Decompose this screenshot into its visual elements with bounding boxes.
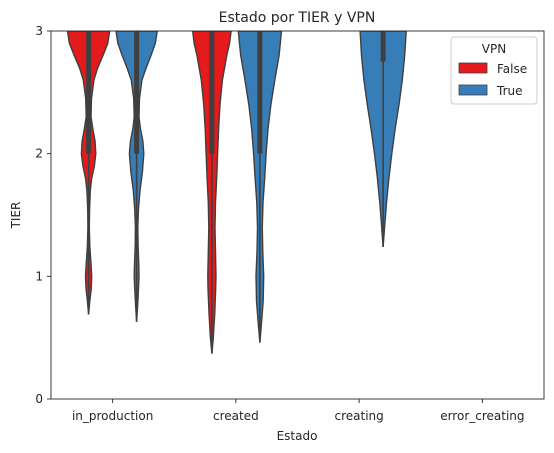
y-tick-label: 1 — [35, 269, 43, 283]
legend-label-false: False — [497, 62, 527, 76]
legend: VPN False True — [450, 36, 538, 105]
x-axis: in_production created creating error_creati… — [72, 399, 525, 423]
x-axis-label: Estado — [277, 429, 318, 443]
y-tick-label: 3 — [35, 24, 43, 38]
legend-swatch-true — [458, 84, 488, 96]
x-tick-label: created — [213, 409, 259, 423]
plot-frame — [50, 30, 545, 400]
x-tick-label: creating — [334, 409, 383, 423]
y-tick-label: 0 — [35, 392, 43, 406]
legend-swatch-false — [458, 62, 488, 74]
y-axis-label: TIER — [9, 202, 23, 230]
chart-title: Estado por TIER y VPN — [219, 10, 376, 26]
legend-label-true: True — [496, 84, 523, 98]
y-tick-label: 2 — [35, 147, 43, 161]
x-tick-label: error_creating — [440, 409, 524, 423]
violin-layer — [66, 31, 407, 354]
y-axis: 0 1 2 3 — [35, 24, 51, 406]
legend-title: VPN — [482, 42, 506, 56]
x-tick-label: in_production — [72, 409, 153, 423]
